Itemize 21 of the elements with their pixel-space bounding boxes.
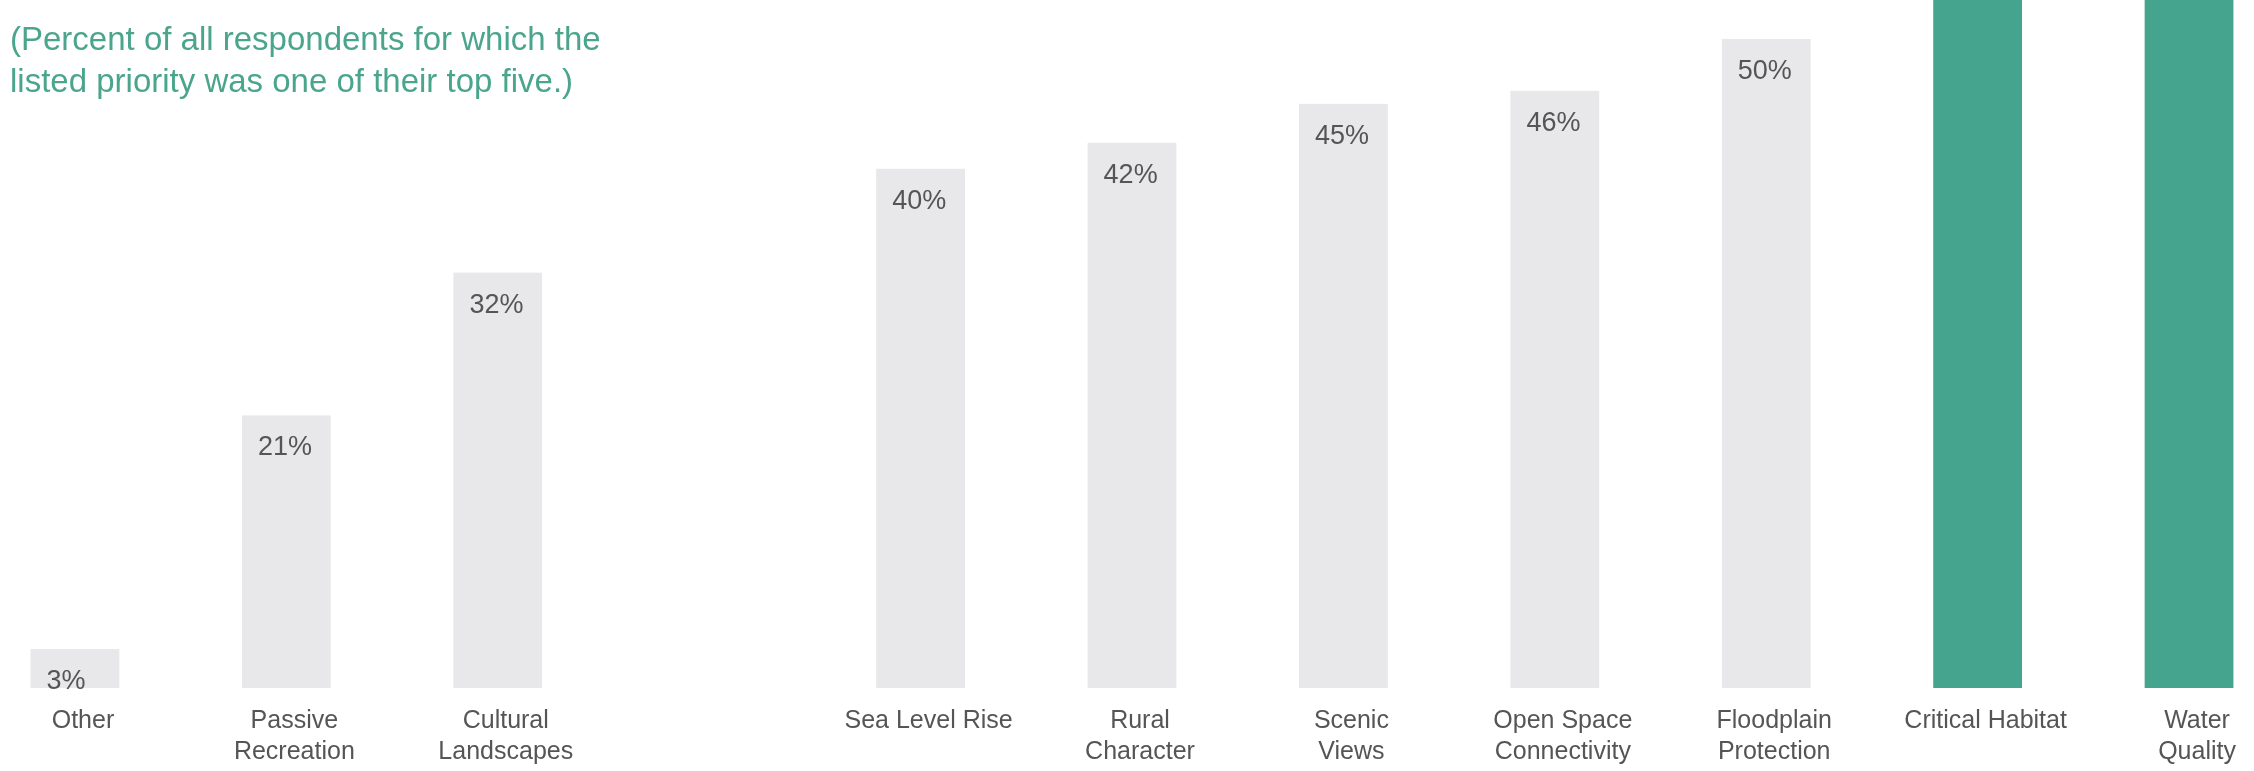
data-label: 21% [257, 431, 313, 462]
x-tick-label: Cultural Landscapes [438, 705, 574, 764]
x-tick-label: Other [51, 705, 115, 733]
data-label: 45% [1315, 119, 1370, 150]
bar [1933, 0, 2023, 688]
x-tick-label: Water Quality [2158, 705, 2237, 764]
data-label: 32% [469, 288, 524, 319]
x-tick-label: Sea Level Rise [844, 705, 1013, 733]
x-tick-label: Passive Recreation [233, 705, 355, 764]
data-label: 40% [892, 184, 947, 215]
bar [2144, 0, 2234, 688]
x-tick-label: Rural Character [1085, 705, 1195, 764]
data-label: 3% [46, 665, 86, 696]
x-tick-label: Scenic Views [1313, 705, 1389, 764]
data-label: 46% [1526, 106, 1581, 137]
data-label: 42% [1103, 158, 1158, 189]
x-tick-label: Floodplain Protection [1716, 705, 1832, 764]
x-tick-label: Open Space Connectivity [1493, 705, 1633, 764]
text: (Percent of all respondents for which the listed priority was one of their top five.) [10, 20, 601, 99]
data-label: 50% [1737, 54, 1792, 85]
x-tick-label: Critical Habitat [1904, 705, 2067, 733]
